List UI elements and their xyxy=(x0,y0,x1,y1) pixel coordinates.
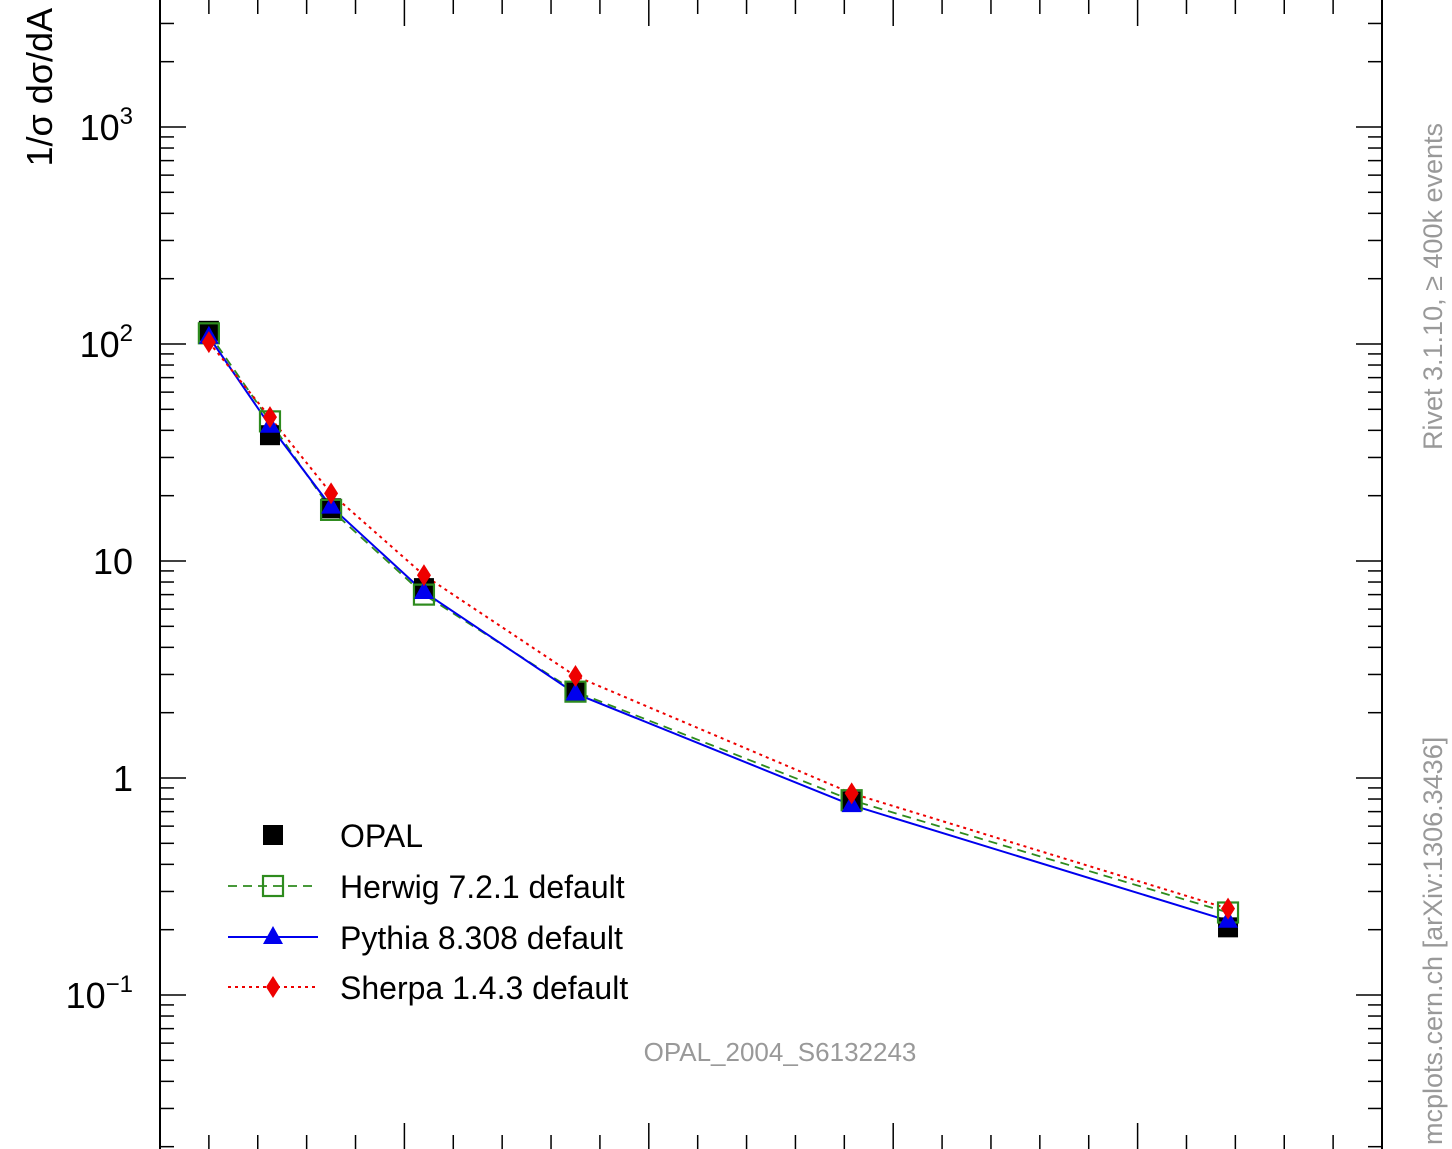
y-tick-label: 10−1 xyxy=(66,971,133,1016)
herwig-point xyxy=(261,874,285,898)
legend-label: Pythia 8.308 default xyxy=(340,920,623,956)
series-layer xyxy=(197,320,1240,938)
opal-data-point xyxy=(263,825,283,845)
sherpa-point xyxy=(201,331,216,354)
y-tick-label: 10 xyxy=(93,541,133,582)
y-tick-label: 1 xyxy=(113,758,133,799)
y-tick-label: 102 xyxy=(80,320,133,365)
plot-frame xyxy=(159,0,1383,1149)
legend-label: Herwig 7.2.1 default xyxy=(340,869,625,905)
sherpa-point xyxy=(844,782,859,805)
sherpa-point xyxy=(416,564,431,587)
sherpa-point xyxy=(1221,897,1236,920)
y-tick-label: 103 xyxy=(80,103,133,148)
legend-label: Sherpa 1.4.3 default xyxy=(340,970,628,1006)
sherpa-point xyxy=(568,665,583,688)
pythia-point xyxy=(263,926,283,944)
rivet-info-label: Rivet 3.1.10, ≥ 400k events xyxy=(1418,123,1448,450)
y-axis-label: 1/σ dσ/dA xyxy=(19,8,60,167)
pythia-point xyxy=(321,495,342,514)
sherpa-point xyxy=(324,482,339,505)
legend-label: OPAL xyxy=(340,818,423,854)
pythia-point xyxy=(413,580,434,599)
pythia-point xyxy=(565,682,586,701)
mcplots-source-label: mcplots.cern.ch [arXiv:1306.3436] xyxy=(1418,737,1448,1145)
legend: OPAL Herwig 7.2.1 default Pythia 8.308 def… xyxy=(228,818,628,1006)
analysis-label: OPAL_2004_S6132243 xyxy=(644,1037,917,1067)
sherpa-point xyxy=(266,976,280,998)
y-tick-labels: 10−1 1 10 102 103 xyxy=(66,103,133,1016)
sherpa-point xyxy=(262,406,277,429)
axis-ticks xyxy=(159,0,1383,1149)
